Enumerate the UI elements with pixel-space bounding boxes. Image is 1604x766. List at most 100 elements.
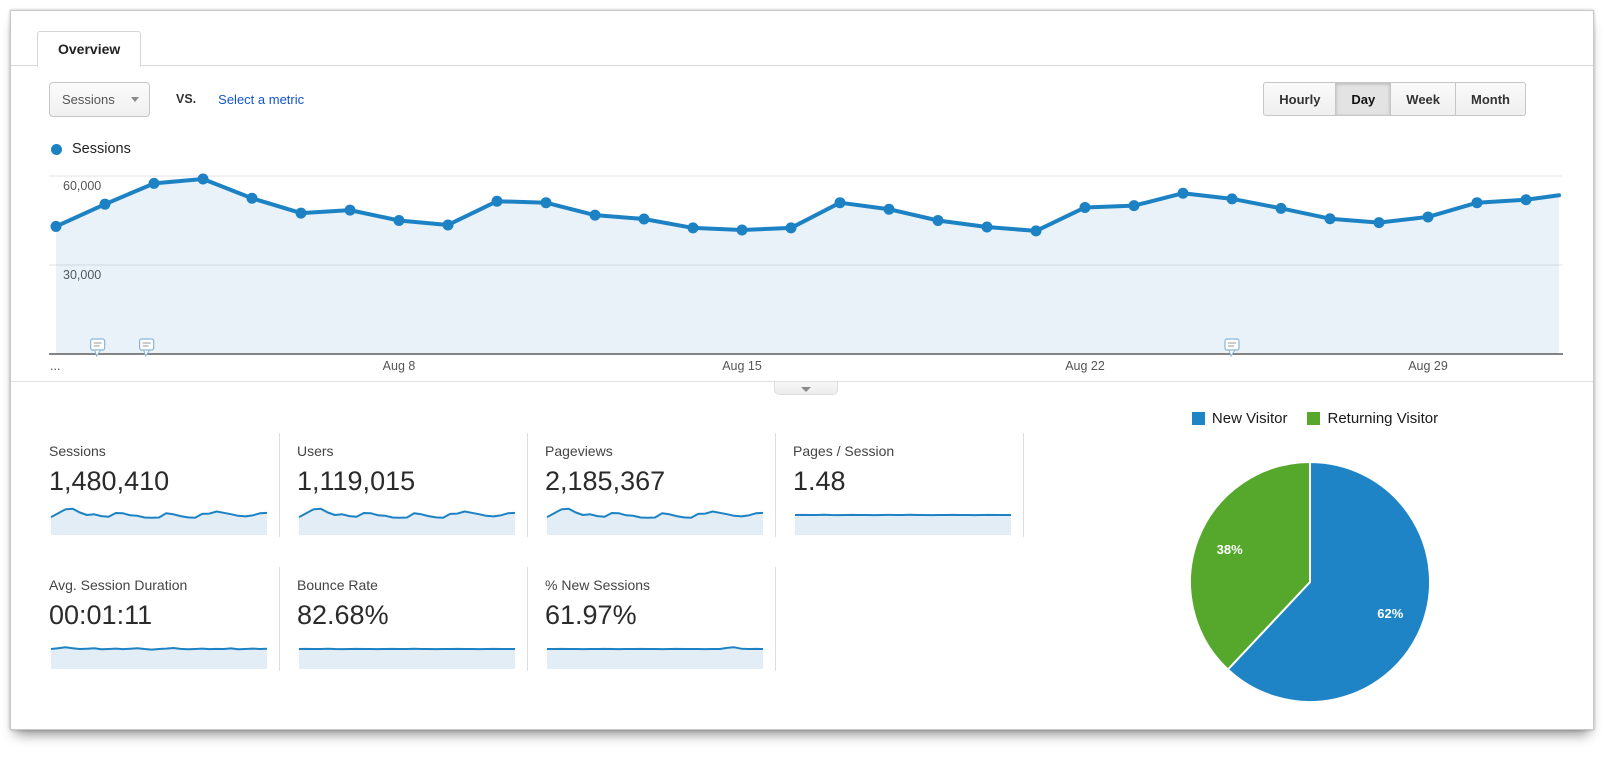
data-point[interactable] xyxy=(736,224,748,236)
data-point[interactable] xyxy=(1079,201,1091,213)
data-point[interactable] xyxy=(197,173,209,185)
card-divider xyxy=(775,567,776,671)
legend-label: New Visitor xyxy=(1211,410,1288,427)
data-point[interactable] xyxy=(393,215,405,226)
x-axis-label: Aug 15 xyxy=(722,359,762,373)
scorecard-value: 2,185,367 xyxy=(545,466,666,496)
pie-legend: New Visitor Returning Visitor xyxy=(1160,410,1470,427)
scorecard-label: Sessions xyxy=(49,443,106,459)
legend-swatch-icon xyxy=(1191,412,1205,425)
granularity-toggle-group: Hourly Day Week Month xyxy=(1263,82,1526,116)
collapse-arrow-icon xyxy=(801,387,811,392)
data-point[interactable] xyxy=(981,221,993,233)
data-point[interactable] xyxy=(295,207,307,219)
annotation-flag-icon[interactable] xyxy=(139,338,155,358)
card-divider xyxy=(527,567,528,671)
granularity-button-hourly[interactable]: Hourly xyxy=(1263,82,1337,116)
tab-overview[interactable]: Overview xyxy=(37,31,142,67)
pie-slice-returning-visitor[interactable] xyxy=(1189,460,1311,671)
data-point[interactable] xyxy=(344,204,356,216)
scorecard-value: 1,480,410 xyxy=(49,466,170,496)
data-point[interactable] xyxy=(834,197,846,209)
scorecard-label: Users xyxy=(297,443,334,459)
sessions-timeseries-chart[interactable]: 30,000 60,000... Aug 8 Aug 15 Aug 22 Aug 29 xyxy=(11,129,1595,394)
data-point[interactable] xyxy=(883,203,895,215)
annotation-flag-icon[interactable] xyxy=(90,338,106,358)
data-point[interactable] xyxy=(638,213,650,225)
scorecard-label: % New Sessions xyxy=(545,577,651,593)
scorecard-users: Users 1,119,015 xyxy=(297,433,527,537)
data-point[interactable] xyxy=(932,215,944,226)
series-dot-icon xyxy=(51,143,62,155)
card-divider xyxy=(775,433,776,537)
legend-label: Returning Visitor xyxy=(1327,410,1439,427)
data-point[interactable] xyxy=(1471,197,1483,209)
collapse-chart-button[interactable] xyxy=(774,382,838,395)
scorecard-value: 00:01:11 xyxy=(49,600,153,630)
y-axis-label: 30,000 xyxy=(63,268,101,282)
data-point[interactable] xyxy=(1275,202,1287,214)
data-point[interactable] xyxy=(687,222,699,234)
annotation-flag-icon[interactable] xyxy=(1224,338,1240,358)
x-axis-label: Aug 8 xyxy=(383,359,416,373)
scorecard-value: 61.97% xyxy=(545,600,637,630)
select-metric-link[interactable]: Select a metric xyxy=(218,91,305,107)
scorecard-sparkline xyxy=(298,507,516,535)
data-point[interactable] xyxy=(1226,193,1238,205)
x-axis-label: Aug 22 xyxy=(1065,359,1105,373)
pie-slice-percent-label: 62% xyxy=(1377,606,1403,621)
data-point[interactable] xyxy=(99,198,111,210)
data-point[interactable] xyxy=(442,219,454,231)
granularity-button-day[interactable]: Day xyxy=(1335,82,1392,116)
data-point[interactable] xyxy=(540,197,552,209)
pie-slice-new-visitor[interactable] xyxy=(1226,460,1432,703)
card-divider xyxy=(279,567,280,671)
sessions-area-fill xyxy=(56,178,1559,353)
data-point[interactable] xyxy=(1324,213,1336,225)
scorecard-sparkline xyxy=(546,507,764,535)
metric-selector-value: Sessions xyxy=(62,91,115,107)
data-point[interactable] xyxy=(1422,211,1434,223)
legend-swatch-icon xyxy=(1307,412,1321,425)
scorecard-sparkline xyxy=(794,513,1011,535)
scorecard-sparkline xyxy=(547,646,764,669)
data-point[interactable] xyxy=(589,209,601,221)
pie-legend-item-returning-visitor: Returning Visitor xyxy=(1307,410,1438,427)
scorecard-bounce-rate: Bounce Rate 82.68% xyxy=(297,567,527,671)
data-point[interactable] xyxy=(148,177,160,189)
scorecard-sparkline xyxy=(298,647,515,669)
analytics-overview-panel: Overview Sessions VS. Select a metric Ho… xyxy=(10,10,1594,730)
scorecard-label: Avg. Session Duration xyxy=(49,577,188,593)
data-point[interactable] xyxy=(785,222,797,234)
data-point[interactable] xyxy=(1373,217,1385,229)
scorecard-sparkline xyxy=(50,646,268,669)
data-point[interactable] xyxy=(1177,187,1189,199)
scorecard-new-sessions: % New Sessions 61.97% xyxy=(545,567,775,671)
data-point[interactable] xyxy=(246,192,258,204)
scorecard-pageviews: Pageviews 2,185,367 xyxy=(545,433,775,537)
scorecard-avg-session-duration: Avg. Session Duration 00:01:11 xyxy=(49,567,279,671)
data-point[interactable] xyxy=(1030,225,1042,237)
granularity-button-month[interactable]: Month xyxy=(1455,82,1526,116)
chart-legend-label: Sessions xyxy=(72,141,131,157)
visitor-type-pie-chart[interactable]: 62% 38% xyxy=(1160,442,1470,727)
data-point[interactable] xyxy=(50,220,62,232)
data-point[interactable] xyxy=(1520,194,1532,206)
scorecard-value: 1.48 xyxy=(793,466,846,496)
card-divider xyxy=(279,433,280,537)
scorecard-value: 1,119,015 xyxy=(297,466,416,496)
card-divider xyxy=(527,433,528,537)
granularity-button-week[interactable]: Week xyxy=(1390,82,1457,116)
chart-bottom-divider xyxy=(11,381,1593,382)
tabs-bar: Overview xyxy=(11,31,1593,67)
scorecard-pages-session: Pages / Session 1.48 xyxy=(793,433,1023,537)
metric-selector-dropdown[interactable]: Sessions xyxy=(49,81,150,117)
tab-overview-label: Overview xyxy=(58,41,121,57)
vs-label: VS. xyxy=(176,92,197,106)
scorecard-value: 82.68% xyxy=(297,600,389,630)
card-divider xyxy=(1023,433,1024,537)
data-point[interactable] xyxy=(491,195,503,207)
chevron-down-icon xyxy=(131,96,139,102)
scorecards-row-2: Avg. Session Duration 00:01:11 Bounce Rate… xyxy=(49,567,793,671)
data-point[interactable] xyxy=(1128,200,1140,212)
